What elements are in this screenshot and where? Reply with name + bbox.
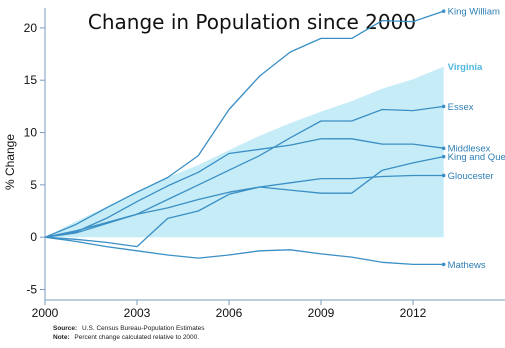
series-label-king-william: King William [448,7,500,18]
x-tick-label: 2009 [308,306,335,320]
axes-layer: -5 0 5 10 15 20 2000 2003 2006 2009 2012 [24,8,505,320]
chart-title: Change in Population since 2000 [88,10,416,34]
series-line-middlesex [44,138,444,238]
series-line-king-william [44,10,444,238]
series-end-marker-king-william [441,9,446,13]
series-label-essex: Essex [448,102,474,113]
series-label-middlesex: Middlesex [448,144,491,155]
series-label-mathews: Mathews [448,260,486,271]
series-end-marker-essex [441,104,446,109]
percent-change-note: Note: Percent change calculated relative… [53,334,199,341]
y-tick-label: 0 [30,230,37,244]
y-tick-label: 15 [24,73,38,87]
series-label-king-and-queen: King and Queen [448,152,505,163]
source-note-text: U.S. Census Bureau-Population Estimates [82,325,205,332]
y-tick-label: -5 [26,283,37,297]
series-end-marker-king-and-queen [441,154,446,159]
series-lines-layer [44,9,446,267]
y-tick-label: 10 [24,126,38,140]
source-note: Source: U.S. Census Bureau-Population Es… [53,325,205,332]
percent-change-note-text: Percent change calculated relative to 20… [74,334,199,341]
series-line-essex [44,105,444,238]
source-note-label: Source: [53,325,77,332]
series-line-king-and-queen [44,155,444,248]
series-label-virginia: Virginia [448,62,483,73]
x-tick-label: 2000 [32,306,59,320]
y-axis-title: % Change [3,134,17,190]
series-end-marker-mathews [441,262,446,267]
series-line-gloucester [44,174,444,238]
series-line-mathews [44,236,444,266]
series-end-marker-gloucester [441,173,446,178]
x-tick-label: 2006 [216,306,243,320]
series-end-marker-middlesex [441,146,446,151]
y-tick-label: 5 [30,178,37,192]
series-label-gloucester: Gloucester [448,171,494,182]
percent-change-note-label: Note: [53,334,70,341]
x-tick-label: 2003 [124,306,151,320]
y-tick-label: 20 [24,21,38,35]
x-tick-label: 2012 [400,306,427,320]
